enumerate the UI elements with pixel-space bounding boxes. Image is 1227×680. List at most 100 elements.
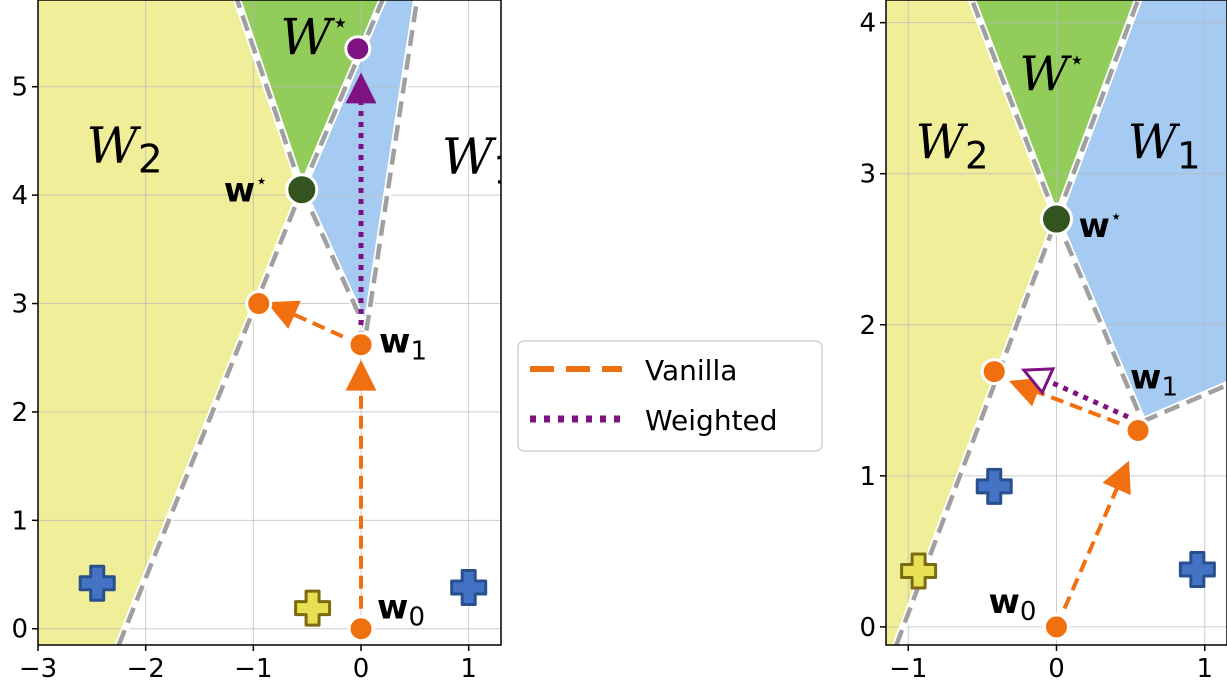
axes-frame	[37, 0, 502, 646]
plus-marker-2	[1178, 550, 1216, 588]
plus-marker-1	[294, 589, 332, 627]
arrow-head-2	[345, 72, 377, 104]
point-2	[245, 290, 273, 318]
region-label-2: W1	[1128, 115, 1201, 178]
point-2	[980, 358, 1008, 386]
region-subscript: 1	[1177, 135, 1201, 178]
y-tick-label-0: 0	[859, 613, 876, 643]
point-label-1: w1	[379, 322, 427, 367]
y-tick-label-2: 2	[859, 311, 876, 341]
region-label-2: W1	[442, 127, 518, 193]
legend-weighted-label: Weighted	[645, 404, 778, 437]
legend-vanilla-label: Vanilla	[645, 354, 737, 387]
point-symbol: w	[379, 322, 410, 362]
arrow-shaft-1	[1035, 389, 1139, 433]
region-0	[886, 0, 1057, 645]
region-superscript: ⋆	[1069, 46, 1085, 76]
point-subscript: 1	[1161, 373, 1178, 403]
point-subscript: 0	[1020, 597, 1037, 627]
point-label-3: w⋆	[224, 169, 268, 211]
point-subscript: 1	[410, 337, 427, 367]
legend: Vanilla Weighted	[517, 340, 823, 452]
region-symbol: W	[280, 8, 335, 66]
point-1	[347, 331, 375, 359]
point-label-0: w0	[377, 588, 425, 633]
x-tick-label-1: −2	[127, 654, 165, 680]
point-symbol: w	[1079, 206, 1110, 246]
region-subscript: 2	[138, 138, 163, 183]
region-symbol: W	[1128, 115, 1181, 171]
arrow-head-1	[266, 300, 301, 329]
boundary-3	[1054, 218, 1145, 423]
x-tick-label-0: −3	[19, 654, 57, 680]
point-superscript: ⋆	[255, 169, 268, 193]
plus-marker-0	[78, 564, 116, 602]
plus-marker-0	[900, 552, 938, 590]
boundary-4	[364, 0, 420, 331]
x-tick-label-1: 0	[1048, 654, 1065, 680]
region-subscript: 1	[493, 148, 518, 193]
x-tick-label-2: 1	[1196, 654, 1213, 680]
point-0	[347, 615, 375, 643]
boundary-4	[1141, 383, 1227, 424]
region-label-1: W⋆	[280, 6, 349, 66]
arrow-head-1	[1008, 377, 1044, 407]
boundary-2	[299, 0, 385, 191]
region-symbol: W	[442, 127, 497, 185]
boundary-3	[299, 188, 369, 332]
arrow-head-0	[345, 359, 377, 391]
region-0	[38, 0, 302, 645]
region-label-1: W⋆	[1019, 46, 1085, 103]
region-symbol: W	[916, 115, 969, 171]
point-symbol: w	[224, 171, 255, 211]
y-tick-label-3: 3	[859, 160, 876, 190]
point-label-0: w0	[989, 582, 1037, 627]
point-subscript: 0	[408, 603, 425, 633]
y-tick-label-5: 5	[11, 73, 28, 103]
point-3	[1040, 202, 1073, 236]
x-tick-label-4: 1	[460, 654, 477, 680]
y-tick-label-4: 4	[859, 9, 876, 39]
arrow-shaft-0	[1054, 486, 1120, 628]
point-1	[1124, 417, 1152, 445]
arrow-head-0	[1102, 460, 1131, 496]
point-symbol: w	[1130, 358, 1161, 398]
point-superscript: ⋆	[1110, 204, 1123, 228]
x-tick-label-2: −1	[234, 654, 272, 680]
boundary-1	[969, 0, 1059, 220]
region-symbol: W	[86, 117, 141, 175]
point-0	[1043, 613, 1070, 641]
plus-marker-1	[975, 467, 1013, 505]
point-symbol: w	[989, 582, 1020, 622]
region-superscript: ⋆	[332, 6, 350, 39]
point-symbol: w	[377, 588, 408, 628]
point-label-1: w1	[1130, 358, 1178, 403]
arrow-head-2	[1020, 367, 1056, 396]
region-label-0: W2	[86, 117, 162, 183]
point-3	[285, 173, 319, 207]
point-label-3: w⋆	[1079, 204, 1123, 246]
y-tick-label-3: 3	[11, 290, 28, 320]
point-4	[344, 35, 372, 63]
x-tick-label-0: −1	[889, 654, 927, 680]
plus-marker-2	[450, 569, 488, 607]
region-1	[972, 0, 1138, 219]
region-label-0: W2	[916, 115, 989, 178]
y-tick-label-1: 1	[859, 462, 876, 492]
boundary-1	[235, 0, 304, 191]
region-subscript: 2	[965, 135, 989, 178]
y-tick-label-2: 2	[11, 398, 28, 428]
y-tick-label-4: 4	[11, 181, 28, 211]
x-tick-label-3: 0	[353, 654, 370, 680]
region-symbol: W	[1019, 47, 1072, 103]
y-tick-label-1: 1	[11, 506, 28, 536]
boundary-0	[116, 188, 304, 645]
y-tick-label-0: 0	[11, 615, 28, 645]
boundary-2	[1054, 0, 1141, 220]
legend-box	[517, 340, 823, 452]
